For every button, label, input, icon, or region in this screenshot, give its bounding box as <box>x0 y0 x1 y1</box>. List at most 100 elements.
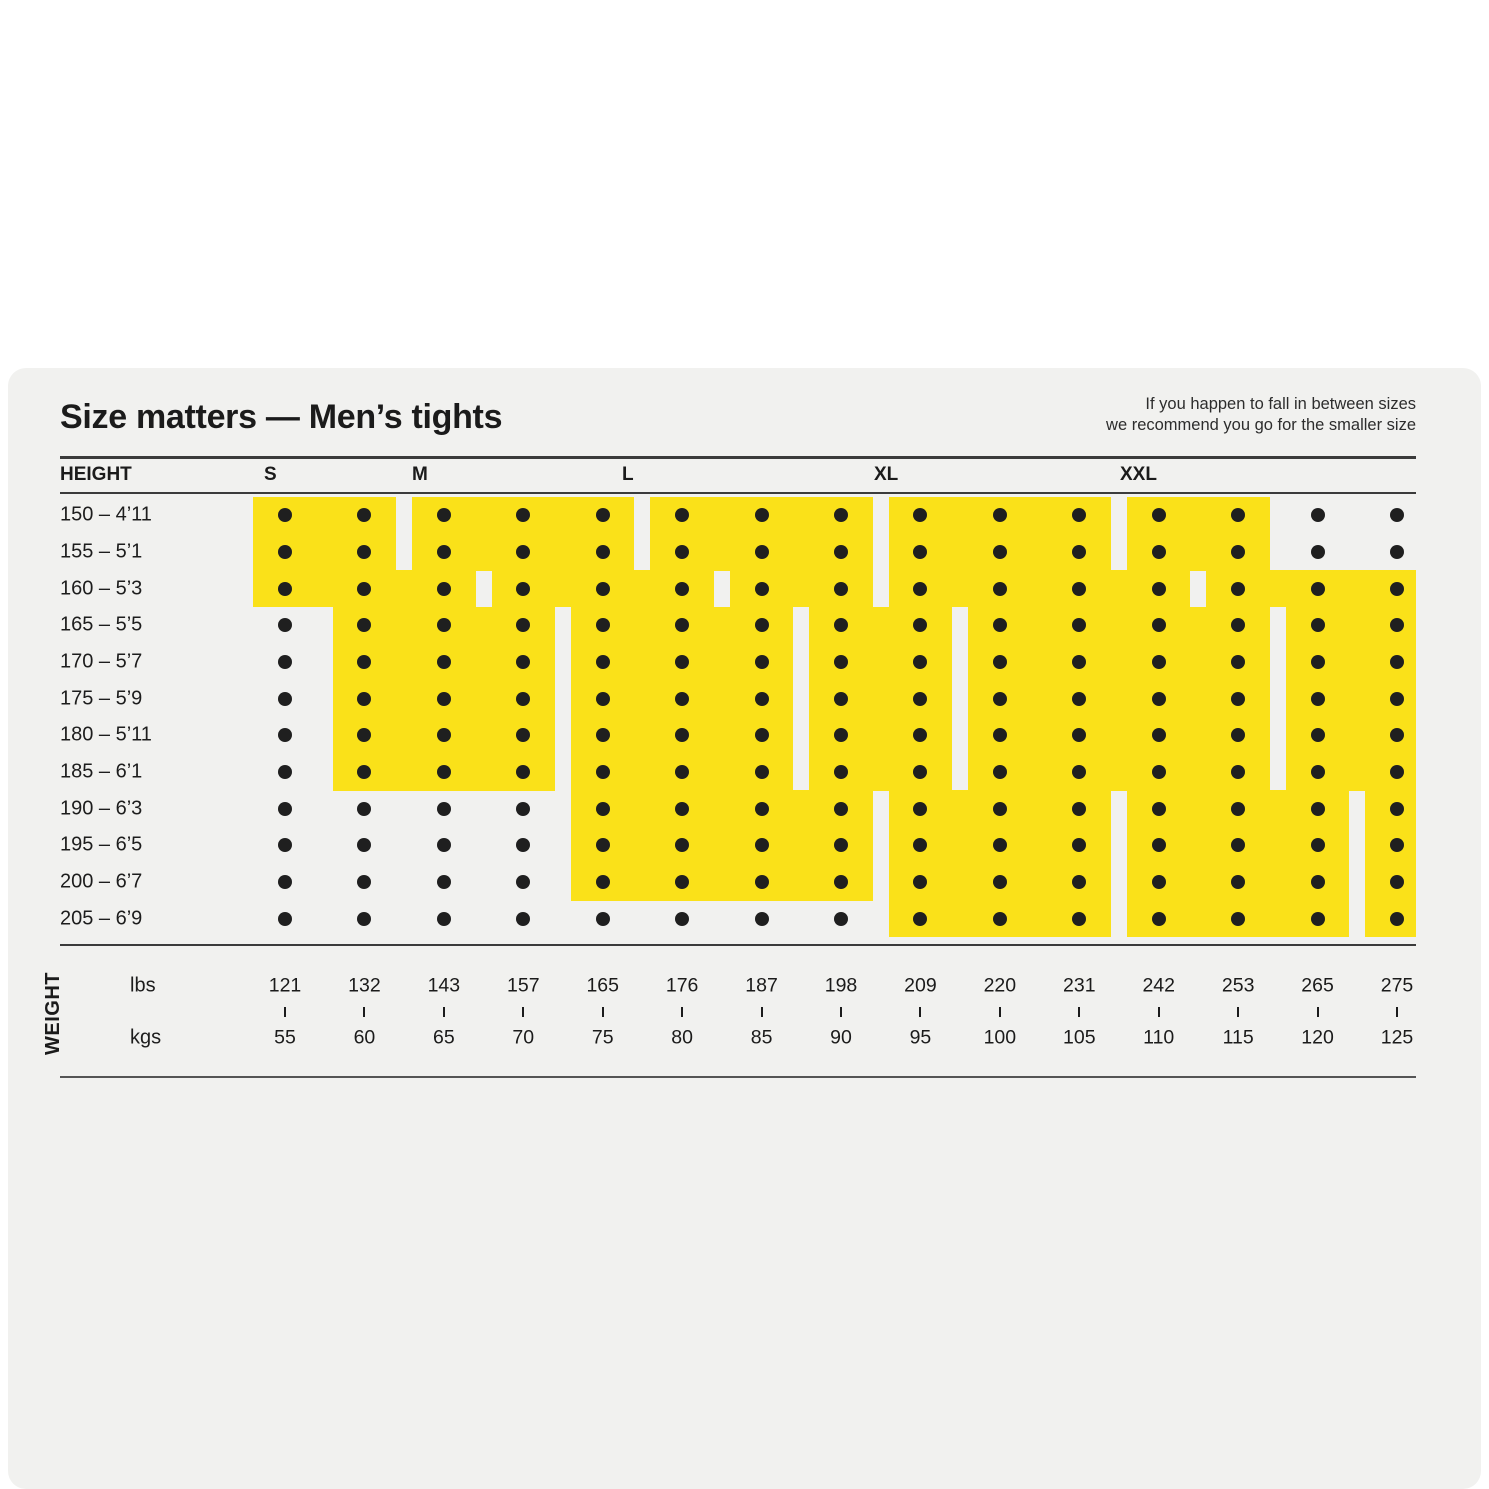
grid-dot <box>675 801 690 816</box>
header-top-rule <box>60 456 1416 459</box>
grid-dot <box>1151 801 1166 816</box>
size-region-m-row-10 <box>571 863 873 901</box>
grid-dot <box>754 544 769 559</box>
grid-dot <box>1072 728 1087 743</box>
grid-dot <box>278 691 292 706</box>
weight-tick <box>681 1007 684 1017</box>
grid-dot <box>1231 838 1246 853</box>
grid-dot <box>1151 654 1166 669</box>
weight-tick <box>840 1007 842 1017</box>
grid-dot <box>357 728 372 743</box>
grid-dot <box>754 728 769 743</box>
grid-dot <box>1151 838 1166 853</box>
grid-dot <box>1072 508 1087 523</box>
grid-dot <box>595 874 610 889</box>
grid-dot <box>278 654 292 669</box>
lbs-unit-label: lbs <box>130 974 156 997</box>
grid-dot <box>754 874 769 889</box>
grid-dot <box>1231 728 1246 743</box>
weight-tick <box>1078 1007 1081 1017</box>
grid-dot <box>516 728 531 743</box>
grid-dot <box>1390 581 1405 596</box>
grid-dot <box>1072 838 1087 853</box>
grid-dot <box>516 874 531 889</box>
grid-dot <box>357 544 372 559</box>
grid-dot <box>278 911 292 926</box>
grid-dot <box>913 508 928 523</box>
grid-dot <box>1231 544 1246 559</box>
size-region-l-row-5 <box>809 679 953 718</box>
weight-kgs-value-1: 60 <box>353 1026 376 1049</box>
size-header-s: S <box>264 464 277 485</box>
height-label-6: 180 – 5’11 <box>60 723 152 746</box>
size-grid: 150 – 4’11 155 – 5’1 160 – 5’3 165 – 5’5 170… <box>8 368 1481 1489</box>
grid-dot <box>834 581 848 596</box>
grid-dot <box>1231 654 1246 669</box>
grid-dot <box>834 874 848 889</box>
grid-dot <box>834 728 848 743</box>
size-region-l-row-7 <box>809 753 953 791</box>
grid-dot <box>595 691 610 706</box>
weight-lbs-value-1: 132 <box>348 974 381 997</box>
grid-dot <box>1390 618 1405 633</box>
size-region-l-row-4 <box>809 643 953 681</box>
size-region-m-row-9 <box>571 826 873 864</box>
grid-dot <box>992 691 1007 706</box>
grid-dot <box>992 544 1007 559</box>
page-title: Size matters — Men’s tights <box>60 398 503 436</box>
grid-dot <box>1390 838 1405 853</box>
weight-lbs-value-14: 275 <box>1380 974 1414 997</box>
grid-dot <box>278 581 292 596</box>
weight-axis-label: WEIGHT <box>42 972 64 1056</box>
weight-kgs-value-4: 75 <box>591 1026 614 1049</box>
grid-dot <box>436 764 451 779</box>
size-region-l-row-3 <box>809 606 953 644</box>
grid-dot <box>1310 508 1325 523</box>
weight-kgs-value-14: 125 <box>1380 1026 1414 1049</box>
grid-dot <box>516 654 531 669</box>
grid-dot <box>595 911 610 926</box>
grid-dot <box>1310 838 1325 853</box>
grid-dot <box>913 618 928 633</box>
weight-kgs-value-5: 80 <box>671 1026 693 1049</box>
grid-dot <box>1390 911 1405 926</box>
grid-dot <box>1072 764 1087 779</box>
weight-kgs-value-0: 55 <box>274 1026 296 1049</box>
grid-dot <box>357 691 372 706</box>
grid-dot <box>1390 801 1405 816</box>
grid-dot <box>1231 801 1246 816</box>
grid-dot <box>436 581 451 596</box>
grid-dot <box>1151 508 1166 523</box>
weight-lbs-value-11: 242 <box>1142 974 1175 997</box>
size-region-xl-row-6 <box>968 716 1270 754</box>
weight-kgs-value-13: 120 <box>1301 1026 1334 1049</box>
size-region-xl-row-4 <box>968 643 1270 681</box>
grid-dot <box>1310 654 1325 669</box>
grid-dot <box>595 654 610 669</box>
grid-dot <box>834 618 848 633</box>
between-sizes-note: If you happen to fall in between sizes w… <box>1106 394 1416 436</box>
height-label-2: 160 – 5’3 <box>60 577 143 600</box>
grid-dot <box>1231 691 1246 706</box>
grid-dot <box>1151 691 1166 706</box>
grid-dot <box>1310 618 1325 633</box>
grid-dot <box>675 581 690 596</box>
grid-dot <box>754 911 769 926</box>
weight-kgs-value-12: 115 <box>1222 1026 1254 1049</box>
grid-dot <box>516 801 531 816</box>
grid-dot <box>436 801 451 816</box>
weight-lbs-value-6: 187 <box>745 974 778 997</box>
height-label-0: 150 – 4’11 <box>60 503 152 526</box>
grid-dot <box>754 838 769 853</box>
weight-kgs-value-9: 100 <box>983 1026 1017 1049</box>
grid-dot <box>1231 508 1246 523</box>
footer-rule <box>60 1076 1416 1078</box>
grid-dot <box>754 581 769 596</box>
grid-dot <box>1310 691 1325 706</box>
grid-dot <box>992 764 1007 779</box>
size-region-xxl-row-0 <box>1127 496 1270 534</box>
grid-dot <box>1231 581 1246 596</box>
grid-dot <box>278 801 292 816</box>
grid-dot <box>516 911 531 926</box>
height-label-11: 205 – 6’9 <box>60 907 143 930</box>
